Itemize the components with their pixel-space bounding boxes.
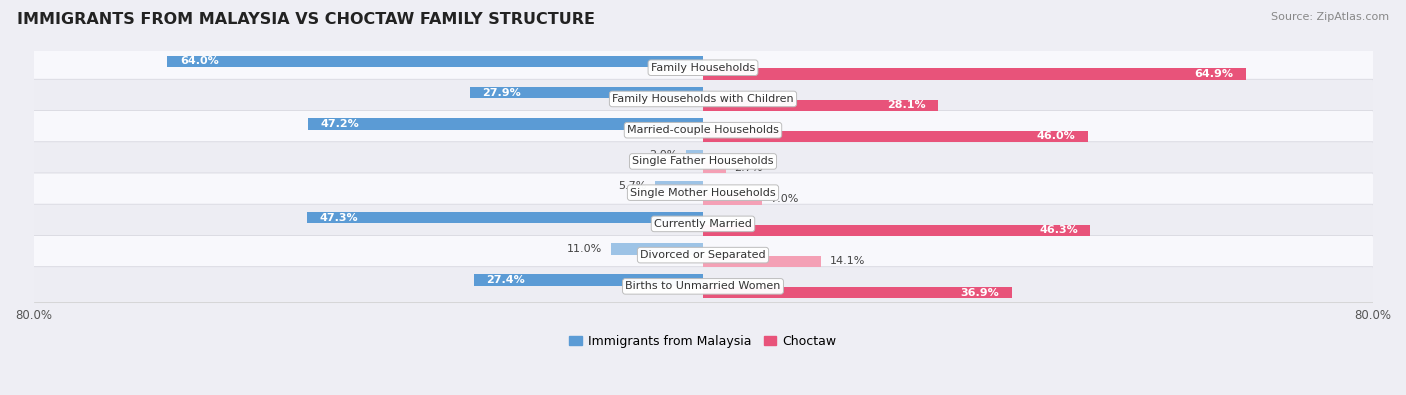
Text: 36.9%: 36.9%: [960, 288, 1000, 297]
Text: Births to Unmarried Women: Births to Unmarried Women: [626, 281, 780, 292]
FancyBboxPatch shape: [32, 204, 1374, 244]
Text: Single Mother Households: Single Mother Households: [630, 188, 776, 198]
Text: IMMIGRANTS FROM MALAYSIA VS CHOCTAW FAMILY STRUCTURE: IMMIGRANTS FROM MALAYSIA VS CHOCTAW FAMI…: [17, 12, 595, 27]
FancyBboxPatch shape: [32, 142, 1374, 181]
Bar: [686, 150, 703, 161]
Bar: [703, 162, 725, 173]
Bar: [167, 56, 703, 67]
Bar: [655, 181, 703, 192]
Text: 47.2%: 47.2%: [321, 119, 360, 129]
Bar: [703, 256, 821, 267]
Bar: [703, 100, 938, 111]
FancyBboxPatch shape: [32, 235, 1374, 275]
Text: 28.1%: 28.1%: [887, 100, 925, 110]
Text: 64.0%: 64.0%: [180, 56, 219, 66]
Text: Married-couple Households: Married-couple Households: [627, 125, 779, 135]
Text: Single Father Households: Single Father Households: [633, 156, 773, 166]
Text: 2.7%: 2.7%: [734, 163, 762, 173]
Text: 27.4%: 27.4%: [486, 275, 524, 285]
Bar: [470, 87, 703, 98]
FancyBboxPatch shape: [32, 267, 1374, 306]
Text: 11.0%: 11.0%: [568, 244, 603, 254]
Bar: [703, 287, 1012, 298]
Bar: [474, 275, 703, 286]
Text: Family Households with Children: Family Households with Children: [612, 94, 794, 104]
Text: 46.3%: 46.3%: [1039, 225, 1078, 235]
FancyBboxPatch shape: [32, 111, 1374, 150]
Bar: [703, 131, 1088, 142]
Text: 2.0%: 2.0%: [650, 150, 678, 160]
Text: Source: ZipAtlas.com: Source: ZipAtlas.com: [1271, 12, 1389, 22]
Bar: [612, 243, 703, 254]
Text: 5.7%: 5.7%: [619, 181, 647, 192]
FancyBboxPatch shape: [32, 79, 1374, 118]
Text: Family Households: Family Households: [651, 63, 755, 73]
Bar: [307, 212, 703, 223]
Legend: Immigrants from Malaysia, Choctaw: Immigrants from Malaysia, Choctaw: [564, 330, 842, 353]
Text: 27.9%: 27.9%: [482, 88, 520, 98]
Text: 14.1%: 14.1%: [830, 256, 865, 266]
Bar: [703, 193, 762, 205]
Text: 7.0%: 7.0%: [770, 194, 799, 204]
Text: Currently Married: Currently Married: [654, 219, 752, 229]
FancyBboxPatch shape: [32, 173, 1374, 213]
FancyBboxPatch shape: [32, 48, 1374, 87]
Bar: [703, 68, 1246, 80]
Text: 46.0%: 46.0%: [1036, 132, 1076, 141]
Text: Divorced or Separated: Divorced or Separated: [640, 250, 766, 260]
Text: 47.3%: 47.3%: [319, 213, 359, 223]
Bar: [703, 224, 1091, 236]
Text: 64.9%: 64.9%: [1195, 69, 1233, 79]
Bar: [308, 118, 703, 130]
